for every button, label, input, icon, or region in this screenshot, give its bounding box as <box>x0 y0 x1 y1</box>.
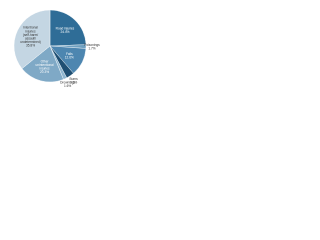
pie-slice <box>21 45 64 83</box>
value-label: 24.4% <box>60 30 69 34</box>
value-label: 3.6% <box>70 80 77 84</box>
slice-label: Burns <box>69 77 78 81</box>
pie-slice <box>49 9 87 47</box>
slice-label: Other unintentional injuries <box>36 59 54 70</box>
value-label: 20.3% <box>40 70 49 74</box>
value-label: 12.6% <box>65 55 74 59</box>
pie-slice <box>13 9 51 69</box>
slice-label: Drownings <box>60 80 75 84</box>
slice-label: Poisonings <box>84 43 100 47</box>
value-label: 1.6% <box>64 84 71 88</box>
slice-label: Falls <box>66 52 73 56</box>
slice-label: Intentional injuries (self-harm/assault/un… <box>20 26 41 44</box>
value-label: 35.8% <box>26 44 35 48</box>
slice-label: Road injuries <box>56 26 75 30</box>
value-label: 1.7% <box>88 46 95 50</box>
